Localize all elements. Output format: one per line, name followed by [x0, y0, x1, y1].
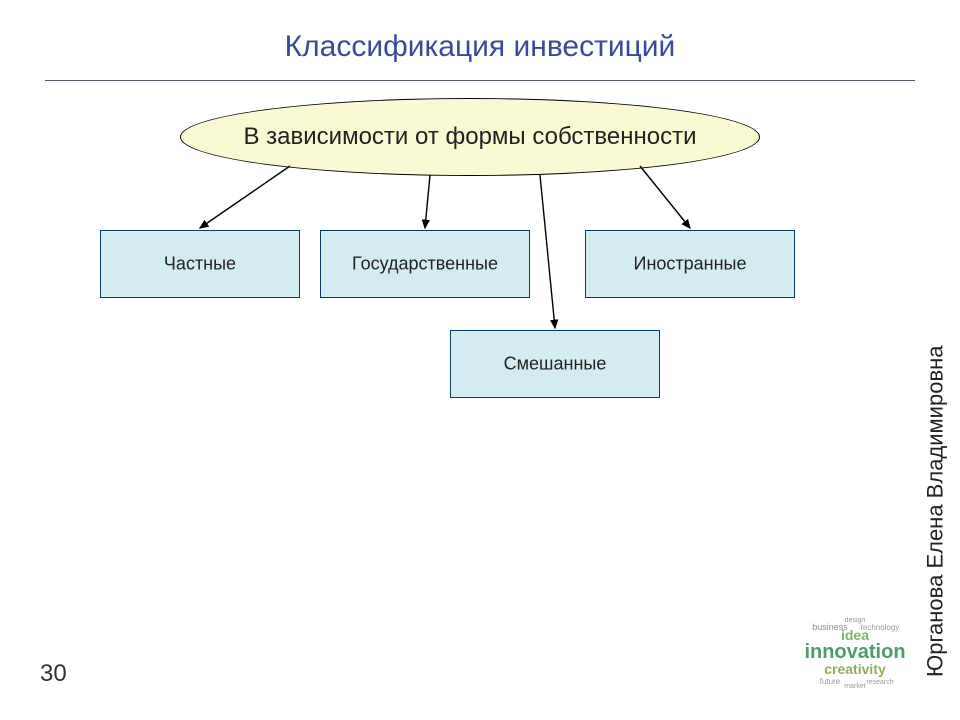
box-mixed: Смешанные [450, 330, 660, 398]
svg-text:market: market [844, 683, 865, 690]
box-private: Частные [100, 230, 300, 298]
svg-text:technology: technology [861, 623, 900, 632]
box-private-label: Частные [164, 254, 236, 275]
svg-text:creativity: creativity [824, 661, 886, 677]
wordcloud-logo: innovationideacreativitybusinesstechnolo… [800, 610, 910, 690]
svg-text:future: future [820, 677, 841, 686]
box-foreign-label: Иностранные [634, 254, 747, 275]
author-label-wrap: Юрганова Елена Владимировна [922, 14, 948, 345]
box-foreign: Иностранные [585, 230, 795, 298]
slide-title: Классификация инвестиций [0, 30, 960, 64]
root-ellipse-label: В зависимости от формы собственности [243, 123, 696, 151]
svg-text:design: design [845, 617, 866, 624]
root-ellipse: В зависимости от формы собственности [180, 98, 760, 176]
page-number: 30 [40, 660, 67, 688]
svg-text:innovation: innovation [804, 641, 905, 663]
box-state-label: Государственные [352, 254, 498, 275]
svg-text:business: business [812, 622, 848, 632]
title-divider [45, 80, 915, 81]
svg-text:research: research [866, 679, 893, 686]
box-state: Государственные [320, 230, 530, 298]
box-mixed-label: Смешанные [504, 354, 607, 375]
slide: Классификация инвестиций В зависимости о… [0, 0, 960, 720]
author-label: Юрганова Елена Владимировна [922, 345, 948, 676]
